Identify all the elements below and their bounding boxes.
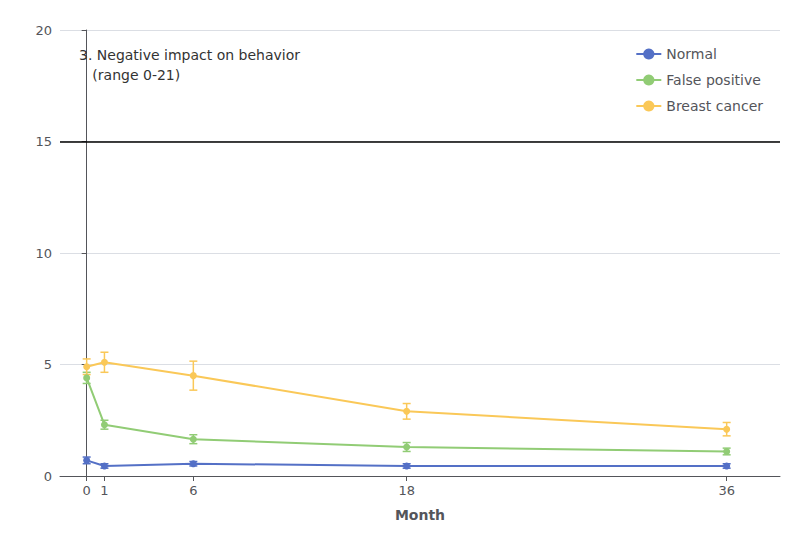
svg-text:Breast cancer: Breast cancer: [666, 98, 763, 114]
svg-text:Normal: Normal: [666, 46, 717, 62]
svg-text:Month: Month: [395, 507, 445, 523]
svg-text:False positive: False positive: [666, 72, 761, 88]
svg-text:5: 5: [44, 357, 52, 372]
svg-text:18: 18: [398, 483, 415, 498]
svg-text:6: 6: [189, 483, 197, 498]
svg-text:10: 10: [35, 246, 52, 261]
svg-text:0: 0: [44, 469, 52, 484]
svg-text:20: 20: [35, 23, 52, 38]
svg-text:1: 1: [100, 483, 108, 498]
svg-text:15: 15: [35, 134, 52, 149]
svg-text:0: 0: [83, 483, 91, 498]
svg-text:(range 0-21): (range 0-21): [79, 67, 180, 83]
svg-text:36: 36: [718, 483, 735, 498]
svg-text:3. Negative impact on behavior: 3. Negative impact on behavior: [79, 47, 300, 63]
